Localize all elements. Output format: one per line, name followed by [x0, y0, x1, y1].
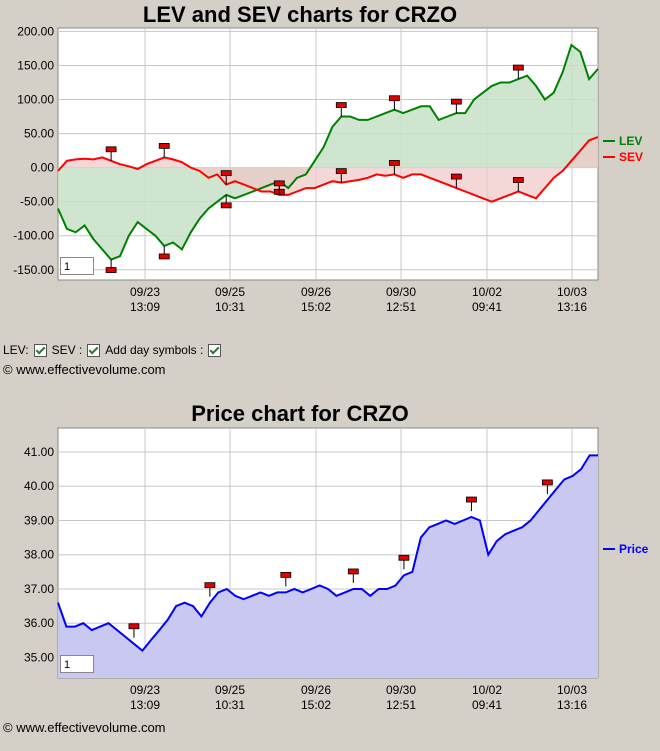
price-day-symbol — [541, 479, 553, 486]
price-day-symbol — [128, 623, 140, 630]
chart-options: LEV: SEV : Add day symbols : — [3, 343, 223, 357]
price-chart-title: Price chart for CRZO — [191, 401, 409, 426]
sev-day-symbol — [273, 180, 285, 187]
lev-day-symbol — [512, 64, 524, 71]
x-tick-time: 15:02 — [301, 698, 331, 712]
x-tick-time: 12:51 — [386, 300, 416, 314]
x-tick-time: 10:31 — [215, 300, 245, 314]
lev-sev-day-symbols — [105, 64, 524, 273]
x-tick-time: 13:09 — [130, 698, 160, 712]
price-line — [57, 454, 598, 652]
y-tick-label: 37.00 — [24, 582, 54, 596]
x-tick-time: 15:02 — [301, 300, 331, 314]
price-day-symbol — [466, 496, 477, 503]
y-tick-label: -150.00 — [13, 263, 54, 277]
sev-area — [58, 137, 598, 202]
lev-sev-lines — [57, 43, 599, 261]
lev-day-symbol — [158, 253, 170, 260]
x-tick-date: 09/30 — [386, 285, 416, 299]
price-legend-label: Price — [619, 542, 649, 556]
sev-day-symbol — [220, 170, 232, 177]
y-tick-label: 39.00 — [24, 513, 54, 527]
copyright-bottom: © www.effectivevolume.com — [3, 720, 166, 735]
x-tick-date: 09/26 — [301, 683, 331, 697]
x-tick-date: 09/23 — [130, 285, 160, 299]
sev-option-label: SEV : — [51, 343, 83, 357]
sev-day-symbol — [512, 177, 524, 183]
lev-checkbox[interactable] — [33, 343, 47, 357]
y-tick-label: 100.00 — [17, 93, 54, 107]
x-tick-date: 10/02 — [472, 683, 502, 697]
sev-day-symbol — [105, 146, 117, 153]
x-tick-time: 12:51 — [386, 698, 416, 712]
lev-sev-fills — [58, 45, 598, 260]
sev-day-symbol — [158, 143, 170, 149]
x-tick-time: 13:16 — [557, 698, 587, 712]
lev-day-symbol — [335, 102, 347, 108]
x-tick-time: 09:41 — [472, 300, 502, 314]
sev-legend-label: SEV — [619, 150, 643, 164]
y-tick-label: 41.00 — [24, 445, 54, 459]
y-tick-label: 200.00 — [17, 24, 54, 38]
price-day-symbol — [204, 582, 216, 589]
lev-sev-zoom-input[interactable]: 1 — [60, 257, 94, 275]
lev-day-symbol — [388, 95, 400, 102]
y-tick-label: 40.00 — [24, 479, 54, 493]
lev-line — [57, 43, 599, 261]
price-fill — [58, 455, 598, 678]
x-tick-date: 09/30 — [386, 683, 416, 697]
sev-day-symbol — [450, 173, 462, 180]
x-tick-date: 09/25 — [215, 683, 245, 697]
y-tick-label: 38.00 — [24, 548, 54, 562]
y-tick-label: 0.00 — [31, 161, 55, 175]
sev-legend: SEV — [603, 150, 643, 164]
price-day-symbol — [398, 554, 410, 561]
copyright-top: © www.effectivevolume.com — [3, 362, 166, 377]
price-zoom-input[interactable]: 1 — [60, 655, 94, 673]
price-area — [58, 455, 598, 678]
lev-day-symbol — [450, 98, 462, 105]
sev-day-symbol — [335, 168, 347, 175]
y-tick-label: 150.00 — [17, 58, 54, 72]
x-tick-time: 09:41 — [472, 698, 502, 712]
lev-day-symbol — [220, 202, 232, 209]
lev-option-label: LEV: — [3, 343, 29, 357]
day-symbols-checkbox[interactable] — [208, 343, 222, 357]
price-day-symbols — [128, 479, 553, 638]
x-tick-time: 10:31 — [215, 698, 245, 712]
price-day-symbol — [347, 568, 359, 575]
x-tick-time: 13:16 — [557, 300, 587, 314]
x-tick-time: 13:09 — [130, 300, 160, 314]
y-tick-label: -50.00 — [20, 195, 54, 209]
y-tick-label: 35.00 — [24, 650, 54, 664]
lev-legend: LEV — [603, 134, 642, 148]
price-day-symbol — [280, 571, 292, 578]
y-tick-label: -100.00 — [13, 229, 54, 243]
lev-area — [58, 45, 598, 260]
y-tick-label: 50.00 — [24, 127, 54, 141]
lev-legend-label: LEV — [619, 134, 642, 148]
x-tick-date: 09/23 — [130, 683, 160, 697]
x-tick-date: 09/26 — [301, 285, 331, 299]
lev-sev-y-ticks: 200.00 150.00 100.00 50.00 0.00 -50.00 -100.00… — [13, 24, 54, 276]
sev-line — [57, 136, 599, 203]
x-tick-date: 10/03 — [557, 285, 587, 299]
sev-day-symbol — [388, 160, 400, 166]
y-tick-label: 36.00 — [24, 616, 54, 630]
x-tick-date: 10/03 — [557, 683, 587, 697]
x-tick-date: 09/25 — [215, 285, 245, 299]
price-legend: Price — [603, 542, 649, 556]
price-line-path — [57, 454, 598, 652]
price-y-ticks: 41.00 40.00 39.00 38.00 37.00 36.00 35.00 — [24, 445, 54, 664]
sev-checkbox[interactable] — [87, 343, 101, 357]
lev-sev-chart-title: LEV and SEV charts for CRZO — [143, 2, 457, 27]
x-tick-date: 10/02 — [472, 285, 502, 299]
lev-day-symbol — [105, 267, 117, 273]
day-symbols-option-label: Add day symbols : — [105, 343, 204, 357]
